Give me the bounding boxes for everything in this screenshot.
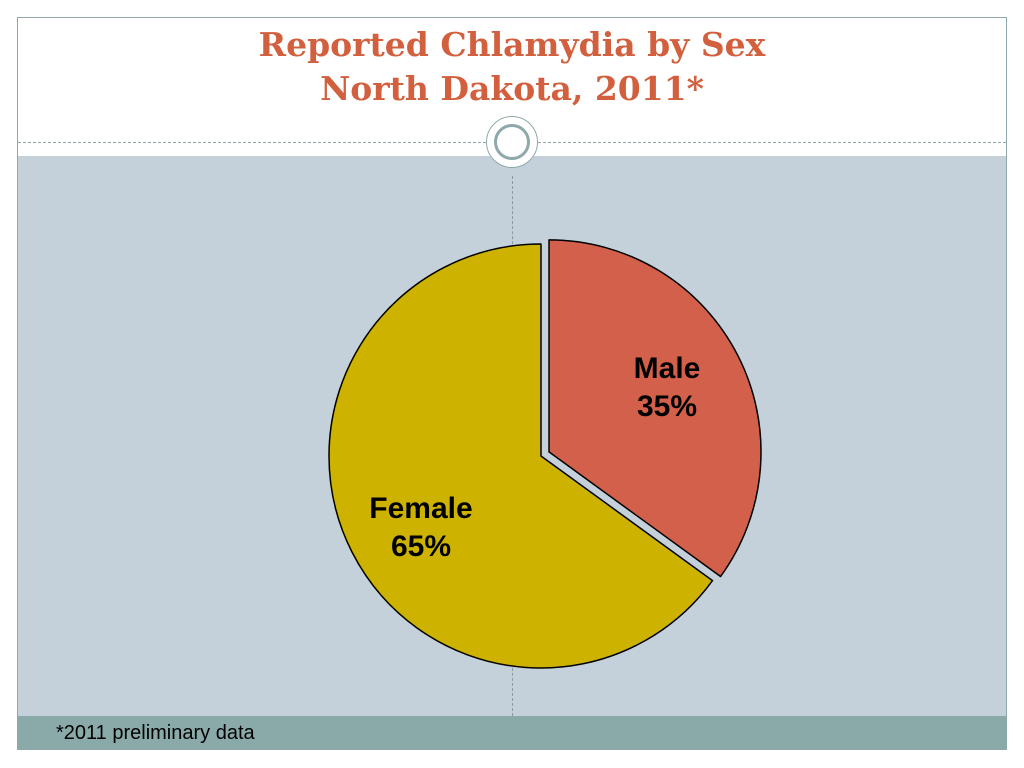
circle-ornament-icon [486,116,538,168]
slice-label-male-name: Male [634,352,701,385]
slice-label-male-percent: 35% [637,390,697,423]
footnote: *2011 preliminary data [56,722,255,744]
slice-label-female-name: Female [369,492,472,525]
footer-bar: *2011 preliminary data [18,716,1006,749]
slide-title-line1: Reported Chlamydia by Sex [258,25,766,64]
pie-slice-male [548,239,762,578]
slide-title-line2: North Dakota, 2011* [320,69,704,108]
pie-slice-female [328,243,714,669]
slice-label-female-percent: 65% [391,530,451,563]
circle-ornament-inner [494,124,530,160]
